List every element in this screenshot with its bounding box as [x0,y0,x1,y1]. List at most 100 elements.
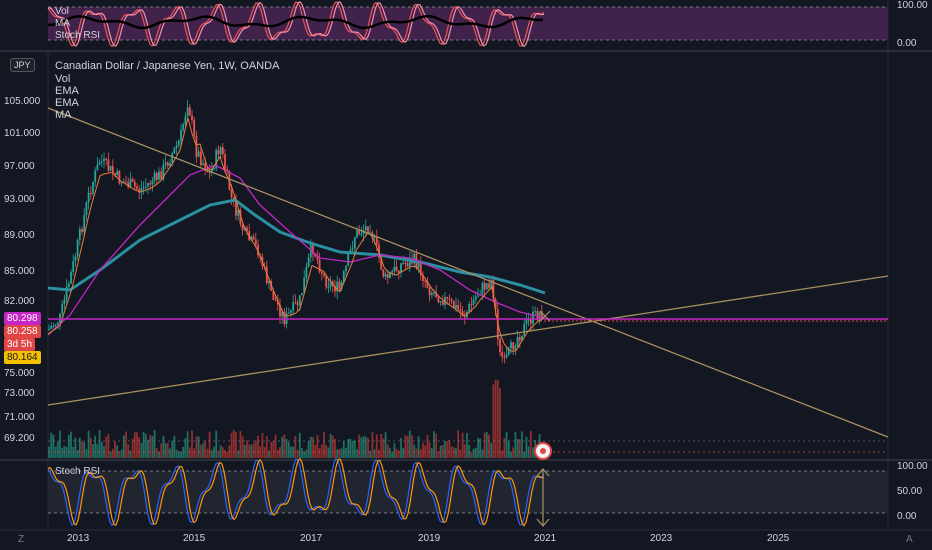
candle-body [316,256,319,260]
candle-body [193,119,196,136]
volume-bar [507,440,510,458]
candle-body [70,271,72,284]
candle-body [356,230,358,238]
candle-body [488,283,490,288]
volume-bar [120,449,123,458]
volume-bar [452,447,455,458]
bottom-pane-bg [48,471,888,513]
candle-body [276,300,279,305]
candle-body [353,237,356,249]
cross-marker-icon[interactable] [539,310,551,322]
volume-bar [89,437,92,458]
volume-bar [65,446,68,458]
volume-bar [281,436,284,458]
candle-body [523,324,526,336]
volume-bar [329,434,332,458]
volume-bar [463,444,466,458]
volume-bar [193,448,196,458]
volume-bar [287,442,290,458]
candle-body [279,304,281,317]
volume-bar [356,449,358,458]
volume-bar [446,441,449,458]
candle-body [463,316,466,318]
candle-body [312,243,314,254]
volume-bar [59,430,61,458]
bottom-pane-tick-50: 50.00 [897,486,923,497]
candle-body [281,311,284,317]
candle-body [336,281,339,292]
volume-bar [529,430,532,458]
candle-body [221,147,224,155]
ema-slow-line [47,164,546,336]
price-tick: 69.200 [4,433,35,444]
candle-body [485,283,488,290]
candle-body [186,107,189,117]
volume-bar [239,431,242,458]
price-tick: 97.000 [4,161,35,172]
candle-body [133,181,136,187]
candle-body [439,301,442,303]
volume-bar [111,448,114,458]
auto-scale-toggle-icon[interactable]: A [906,534,913,545]
volume-bar [171,440,174,458]
candle-body [158,171,160,180]
volume-bar [56,441,59,458]
candle-body [459,309,462,312]
volume-bar [74,437,77,458]
candle-body [404,262,407,264]
candle-body [424,280,427,282]
volume-bar [459,449,462,458]
volume-bar [325,445,328,458]
volume-bar [375,434,378,458]
candle-body [296,302,299,306]
volume-bar [206,448,209,458]
volume-bar [140,442,143,458]
candle-body [180,129,182,141]
volume-bar [510,451,512,458]
candle-body [378,244,380,258]
candle-body [111,165,114,174]
candle-body [301,292,303,296]
candle-body [538,311,541,320]
volume-bar [358,434,361,458]
volume-bar [294,436,297,458]
volume-bar [210,450,213,458]
timezone-toggle-icon[interactable]: Z [18,534,25,545]
alert-icon[interactable] [534,442,552,460]
volume-bar [151,436,154,458]
volume-bar [122,435,125,458]
candle-body [153,172,156,181]
volume-bar [320,444,323,458]
volume-bar [116,445,119,458]
candle-body [318,259,321,273]
candle-body [393,266,396,272]
volume-bar [411,435,413,458]
volume-bar [501,450,504,458]
volume-bar [316,435,319,458]
candle-body [518,337,521,341]
volume-bar [492,384,495,458]
volume-bar [371,431,374,458]
volume-bar [334,438,336,458]
volume-bar [503,438,506,458]
volume-bar [331,435,334,458]
candle-body [92,181,94,194]
volume-bar [386,444,389,458]
symbol-badge[interactable]: JPY [10,58,35,72]
volume-bar [226,451,229,458]
candle-body [382,269,385,277]
volume-bar [450,446,453,458]
volume-bar [138,437,141,458]
price-tick: 89.000 [4,230,35,241]
top-pane-tick-100: 100.00 [897,0,928,11]
candle-body [292,302,295,311]
candle-body [87,193,90,203]
candle-body [298,295,301,306]
volume-bar [419,449,422,458]
candle-body [50,326,53,329]
candle-body [360,233,363,235]
volume-bar [127,444,130,458]
candle-body [490,280,493,288]
volume-bar [353,440,356,458]
